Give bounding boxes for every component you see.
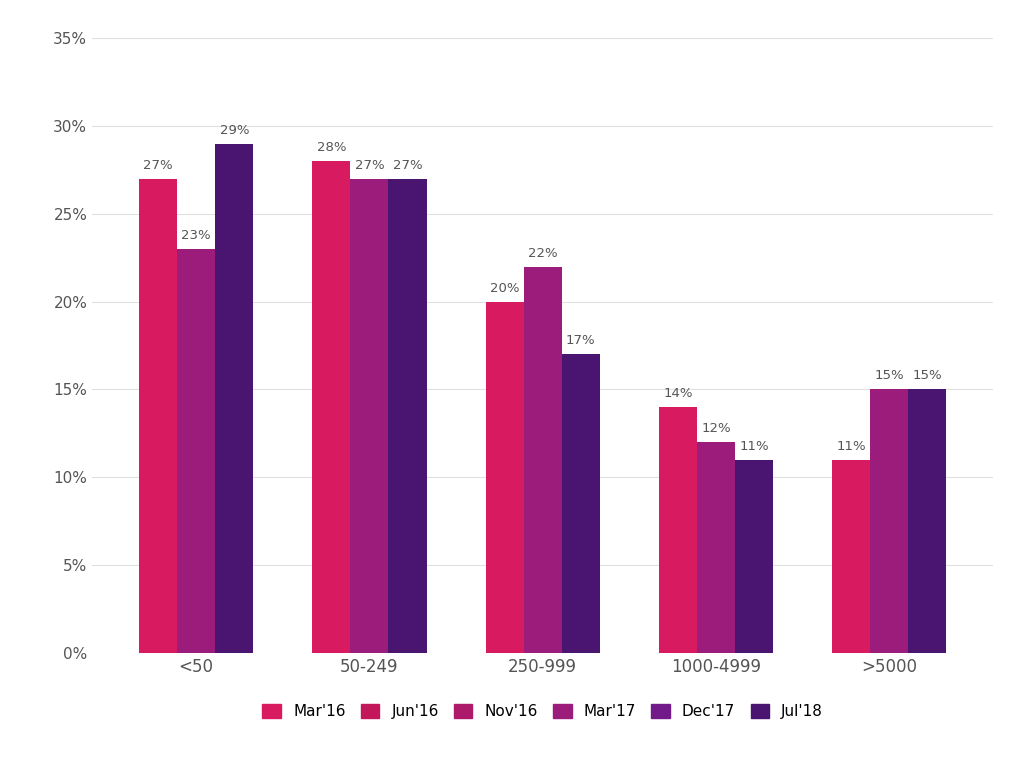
Bar <box>388 179 427 653</box>
Text: 11%: 11% <box>837 440 866 452</box>
Text: 12%: 12% <box>701 422 731 435</box>
Bar <box>908 389 946 653</box>
Text: 20%: 20% <box>489 282 519 295</box>
Bar <box>870 389 908 653</box>
Text: 15%: 15% <box>912 369 942 382</box>
Bar <box>562 354 600 653</box>
Text: 27%: 27% <box>393 159 422 172</box>
Text: 27%: 27% <box>143 159 173 172</box>
Bar <box>833 460 870 653</box>
Bar <box>312 161 350 653</box>
Legend: Mar'16, Jun'16, Nov'16, Mar'17, Dec'17, Jul'18: Mar'16, Jun'16, Nov'16, Mar'17, Dec'17, … <box>256 698 829 725</box>
Text: 15%: 15% <box>874 369 904 382</box>
Text: 22%: 22% <box>528 247 557 260</box>
Bar <box>350 179 388 653</box>
Text: 14%: 14% <box>664 387 692 400</box>
Bar <box>735 460 773 653</box>
Text: 11%: 11% <box>739 440 769 452</box>
Bar <box>177 249 215 653</box>
Text: 29%: 29% <box>219 124 249 137</box>
Bar <box>523 266 562 653</box>
Bar <box>697 442 735 653</box>
Text: 28%: 28% <box>316 141 346 154</box>
Text: 27%: 27% <box>354 159 384 172</box>
Bar <box>215 144 253 653</box>
Text: 23%: 23% <box>181 229 211 242</box>
Bar <box>658 407 697 653</box>
Bar <box>139 179 177 653</box>
Bar <box>485 302 523 653</box>
Text: 17%: 17% <box>566 334 596 347</box>
